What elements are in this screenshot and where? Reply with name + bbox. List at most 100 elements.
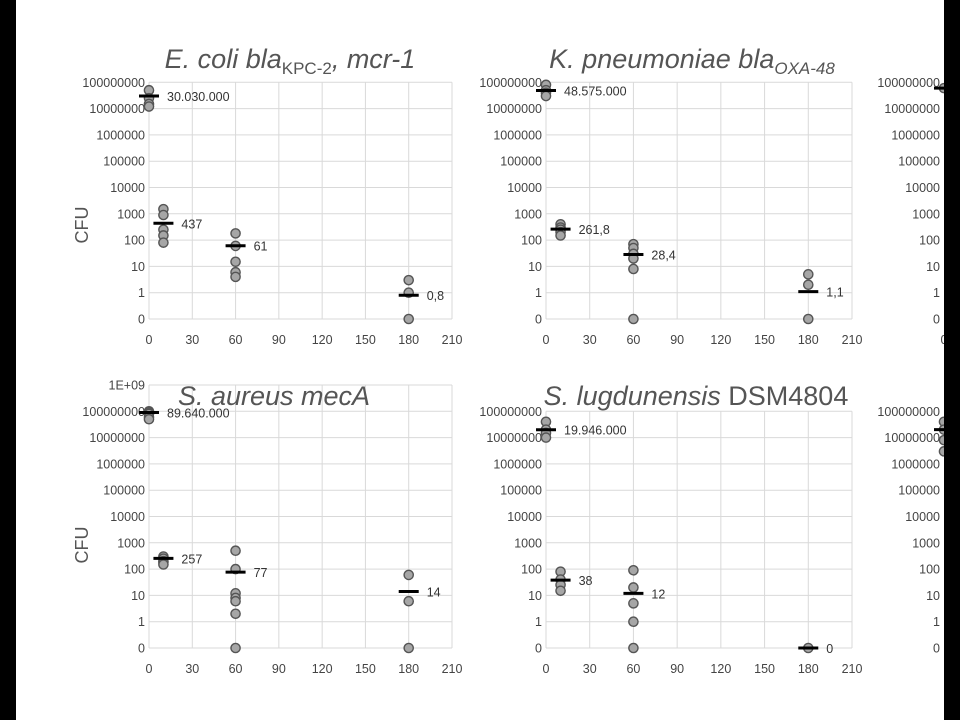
data-point: [230, 608, 241, 620]
y-tick-label: 1: [933, 615, 940, 629]
data-point: [230, 595, 241, 607]
y-tick-label: 1000: [912, 207, 940, 221]
y-tick-label: 100000000: [82, 76, 145, 90]
title-part: KPC-2: [282, 59, 332, 78]
y-tick-label: 1000: [912, 536, 940, 550]
data-point: [802, 313, 814, 325]
data-point: [230, 545, 241, 557]
median-label: 12: [651, 587, 665, 601]
y-tick-label: 100: [521, 563, 542, 577]
y-tick-label: 10000000: [884, 102, 940, 116]
y-tick-label: 10000: [507, 181, 542, 195]
data-point: [158, 237, 169, 248]
y-tick-label: 10000000: [89, 431, 145, 445]
y-tick-label: 10: [131, 260, 145, 274]
y-axis-label: CFU: [72, 207, 92, 244]
chart-figure: 0110100100010000100000100000010000000100…: [72, 44, 944, 677]
x-tick-label: 30: [583, 333, 597, 347]
x-tick-label: 210: [442, 662, 463, 676]
y-tick-label: 100000: [500, 155, 542, 169]
x-tick-label: 90: [670, 662, 684, 676]
x-tick-label: 120: [312, 333, 333, 347]
y-tick-label: 100000000: [877, 76, 940, 90]
data-point: [628, 598, 639, 609]
y-tick-label: 1: [535, 286, 542, 300]
y-tick-label: 100000000: [479, 405, 542, 419]
median-label: 77: [254, 566, 268, 580]
y-tick-label: 100000: [500, 484, 542, 498]
y-tick-label: 1: [138, 286, 145, 300]
data-point: [555, 230, 566, 241]
median-label: 1,1: [826, 286, 843, 300]
data-point: [158, 559, 169, 570]
median-label: 89.640.000: [167, 407, 230, 421]
data-point: [938, 434, 944, 446]
x-tick-label: 60: [229, 662, 243, 676]
x-tick-label: 210: [842, 333, 863, 347]
data-point: [628, 313, 639, 325]
median-label: 19.946.000: [564, 424, 627, 438]
x-tick-label: 150: [355, 662, 376, 676]
y-tick-label: 1000000: [96, 457, 145, 471]
y-tick-label: 10000000: [89, 102, 145, 116]
y-tick-label: 10000000: [486, 102, 542, 116]
y-tick-label: 100: [521, 234, 542, 248]
title-part: DSM4804: [721, 381, 849, 411]
data-point: [628, 263, 639, 275]
y-tick-label: 0: [933, 642, 940, 656]
panel-title: S. aureus mecA: [178, 381, 370, 411]
y-tick-label: 100000: [898, 484, 940, 498]
y-tick-label: 100000000: [877, 405, 940, 419]
x-tick-label: 150: [355, 333, 376, 347]
y-tick-label: 10: [926, 589, 940, 603]
y-tick-label: 100000000: [82, 405, 145, 419]
y-tick-label: 0: [933, 313, 940, 327]
x-tick-label: 0: [543, 333, 550, 347]
median-label: 14: [427, 586, 441, 600]
data-point: [938, 446, 944, 457]
y-tick-label: 100000: [103, 484, 145, 498]
y-tick-label: 10000000: [884, 431, 940, 445]
x-tick-label: 120: [312, 662, 333, 676]
y-tick-label: 1000: [514, 536, 542, 550]
x-tick-label: 60: [626, 662, 640, 676]
y-tick-label: 10000: [905, 181, 940, 195]
y-tick-label: 1000000: [891, 457, 940, 471]
y-tick-label: 10000000: [486, 431, 542, 445]
y-tick-label: 100: [919, 234, 940, 248]
data-point: [143, 101, 155, 112]
x-tick-label: 180: [798, 333, 819, 347]
median-label: 38: [579, 574, 593, 588]
median-label: 61: [254, 240, 268, 254]
x-tick-label: 180: [798, 662, 819, 676]
data-point: [403, 569, 415, 581]
y-tick-label: 0: [138, 313, 145, 327]
y-tick-label: 0: [535, 313, 542, 327]
x-tick-label: 0: [941, 333, 944, 347]
panel-3: 0 1 10 100 1000 10000 100000 1000000 10000000 100…: [72, 379, 462, 677]
x-tick-label: 30: [185, 662, 199, 676]
y-tick-label: 1000000: [891, 128, 940, 142]
y-tick-label: 100000: [103, 155, 145, 169]
x-tick-label: 30: [185, 333, 199, 347]
y-axis-label: CFU: [72, 527, 92, 564]
median-label: 0,8: [427, 289, 444, 303]
y-tick-label: 10000: [905, 510, 940, 524]
y-tick-label: 1: [535, 615, 542, 629]
y-tick-label: 100000: [898, 155, 940, 169]
y-tick-label: 10000: [507, 510, 542, 524]
panel-title: S. lugdunensis DSM4804: [544, 381, 849, 411]
x-tick-label: 150: [754, 333, 775, 347]
title-part: S. lugdunensis: [544, 381, 721, 411]
median-label: 28,4: [651, 248, 675, 262]
y-tick-label: 1E+09: [109, 379, 146, 393]
median-label: 437: [181, 217, 202, 231]
title-part: K. pneumoniae bla: [549, 44, 774, 74]
y-tick-label: 1000000: [493, 457, 542, 471]
data-point: [403, 313, 415, 325]
data-point: [403, 274, 415, 286]
data-point: [230, 256, 241, 268]
data-point: [540, 432, 552, 443]
data-point: [540, 90, 552, 102]
y-tick-label: 10000: [110, 181, 145, 195]
